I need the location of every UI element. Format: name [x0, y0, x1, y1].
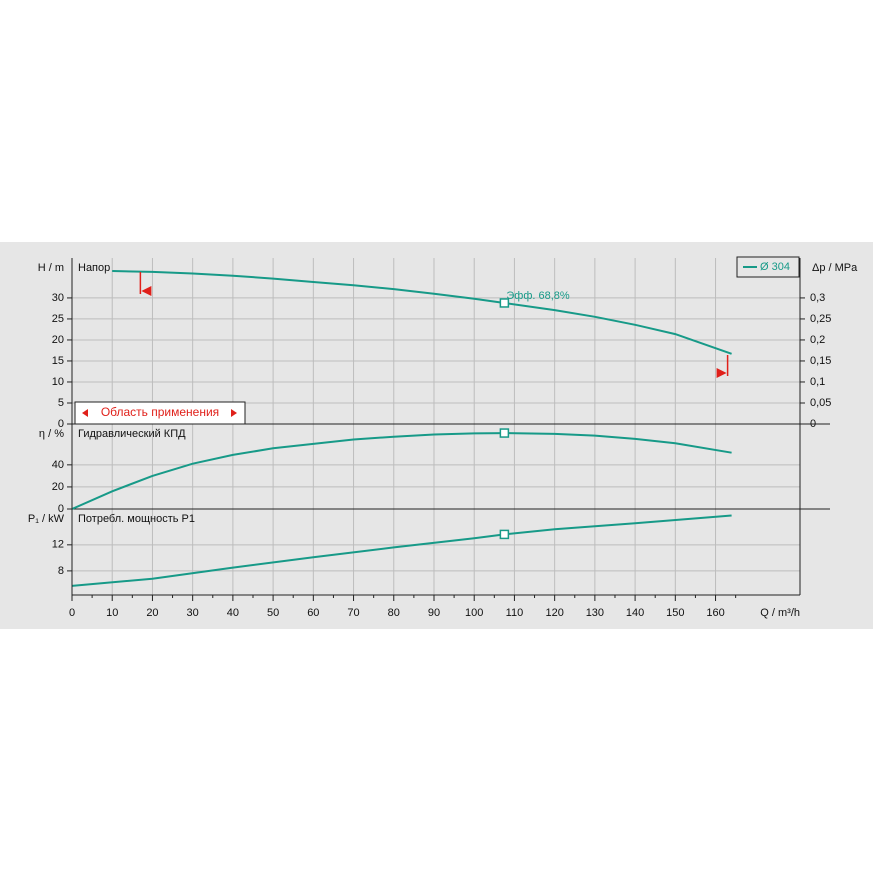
- x-tick-label: 70: [347, 607, 359, 619]
- x-tick-label: 10: [106, 607, 118, 619]
- y-tick-label: 20: [52, 334, 64, 346]
- curve: [112, 270, 732, 355]
- x-tick-label: 160: [706, 607, 724, 619]
- y2-tick-label: 0,3: [810, 292, 825, 304]
- y-tick-label: 25: [52, 313, 64, 325]
- panel-title: Гидравлический КПД: [78, 428, 186, 440]
- y-tick-label: 8: [58, 565, 64, 577]
- x-tick-label: 0: [69, 607, 75, 619]
- range-end-arrow: [716, 368, 727, 378]
- x-tick-label: 80: [388, 607, 400, 619]
- legend-entry: Ø 304: [760, 261, 790, 273]
- range-legend-box: [74, 401, 246, 425]
- y2-tick-label: 0,2: [810, 334, 825, 346]
- y2-tick-label: 0,25: [810, 313, 831, 325]
- x-tick-label: 30: [187, 607, 199, 619]
- panel-background: [0, 242, 873, 629]
- y-tick-label: 20: [52, 481, 64, 493]
- y2-tick-label: 0,05: [810, 397, 831, 409]
- x-tick-label: 60: [307, 607, 319, 619]
- curve: [71, 514, 732, 587]
- y-tick-label: 10: [52, 376, 64, 388]
- panel-title: Напор: [78, 262, 110, 274]
- x-tick-label: 20: [146, 607, 158, 619]
- x-tick-label: 130: [586, 607, 604, 619]
- x-tick-label: 140: [626, 607, 644, 619]
- y-axis-label: H / m: [38, 262, 64, 274]
- x-axis-label: Q / m³/h: [760, 607, 800, 619]
- x-tick-label: 50: [267, 607, 279, 619]
- y-axis-label: P₁ / kW: [28, 513, 65, 525]
- range-legend-left: [82, 409, 88, 417]
- x-tick-label: 120: [545, 607, 563, 619]
- y-tick-label: 0: [58, 503, 64, 515]
- curve: [71, 432, 732, 510]
- y2-axis-label: Δp / MPa: [812, 262, 858, 274]
- y-tick-label: 0: [58, 418, 64, 430]
- y-tick-label: 5: [58, 397, 64, 409]
- operating-point: [499, 428, 510, 438]
- y-tick-label: 12: [52, 539, 64, 551]
- panel-title: Потребл. мощность P1: [78, 513, 195, 525]
- operating-point: [499, 298, 510, 308]
- range-start-arrow: [141, 286, 152, 296]
- x-tick-label: 100: [465, 607, 483, 619]
- range-legend-label: Область применения: [101, 405, 219, 419]
- y-tick-label: 15: [52, 355, 64, 367]
- range-legend-right: [231, 409, 237, 417]
- operating-point-label: Эфф. 68,8%: [506, 290, 570, 302]
- x-tick-label: 150: [666, 607, 684, 619]
- x-tick-label: 90: [428, 607, 440, 619]
- y-tick-label: 40: [52, 459, 64, 471]
- x-tick-label: 40: [227, 607, 239, 619]
- operating-point: [499, 529, 510, 540]
- y-axis-label: η / %: [39, 428, 64, 440]
- x-tick-label: 110: [506, 607, 524, 619]
- y2-tick-label: 0,15: [810, 355, 831, 367]
- y-tick-label: 30: [52, 292, 64, 304]
- legend-box: [736, 256, 800, 278]
- y2-tick-label: 0,1: [810, 376, 825, 388]
